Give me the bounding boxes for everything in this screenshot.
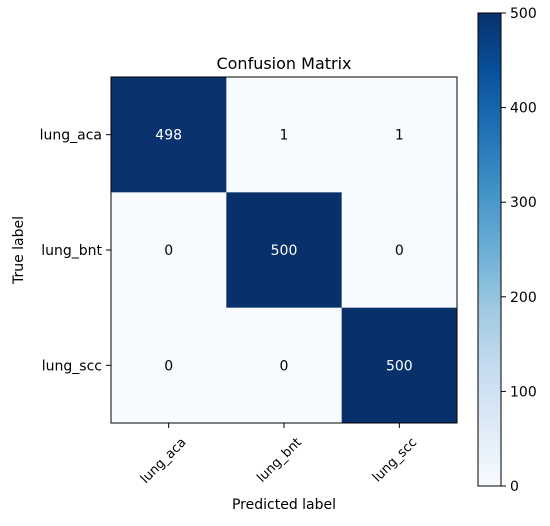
cell-value-label: 0 <box>280 358 289 374</box>
matrix-cell <box>111 77 227 193</box>
colorbar-tick-label: 100 <box>510 384 537 400</box>
cell-value-label: 498 <box>155 128 182 144</box>
colorbar-frame <box>477 12 502 487</box>
colorbar-tick-label: 400 <box>510 101 537 117</box>
cell-value-label: 0 <box>164 358 173 374</box>
matrix-cell <box>111 307 227 424</box>
cell-value-label: 1 <box>280 128 289 144</box>
matrix-cell <box>341 192 458 309</box>
matrix-cell <box>341 307 458 424</box>
chart-title: Confusion Matrix <box>216 54 351 73</box>
y-tick-label: lung_scc <box>42 358 102 374</box>
colorbar-ticks: 0 100 200 300 400 500 <box>501 6 537 495</box>
y-tick-label: lung_bnt <box>41 243 102 259</box>
matrix-cell <box>341 77 458 193</box>
matrix-cell-labels: 498 1 1 0 500 0 0 0 500 <box>155 128 412 375</box>
x-tick-label: lung_bnt <box>254 435 305 486</box>
colorbar <box>478 13 501 486</box>
y-axis-label: True label <box>11 216 27 285</box>
matrix-cell <box>226 192 343 309</box>
y-tick-label: lung_aca <box>40 128 102 144</box>
x-axis-label: Predicted label <box>232 497 336 513</box>
cell-value-label: 500 <box>386 358 413 374</box>
cell-value-label: 0 <box>395 243 404 259</box>
colorbar-tick-label: 200 <box>510 290 537 306</box>
x-axis-ticks: lung_aca lung_bnt lung_scc <box>138 423 420 487</box>
y-axis-ticks: lung_aca lung_bnt lung_scc <box>40 128 111 374</box>
x-tick-label: lung_aca <box>138 435 190 487</box>
cell-value-label: 500 <box>271 243 298 259</box>
cell-value-label: 1 <box>395 128 404 144</box>
matrix-cell <box>111 192 227 309</box>
cell-value-label: 0 <box>164 243 173 259</box>
matrix-cell <box>226 307 343 424</box>
matrix-cell <box>226 77 343 193</box>
colorbar-tick-label: 500 <box>510 6 537 22</box>
colorbar-tick-label: 0 <box>510 479 519 495</box>
matrix-cells <box>111 77 458 424</box>
x-tick-label: lung_scc <box>370 435 420 485</box>
colorbar-tick-label: 300 <box>510 195 537 211</box>
